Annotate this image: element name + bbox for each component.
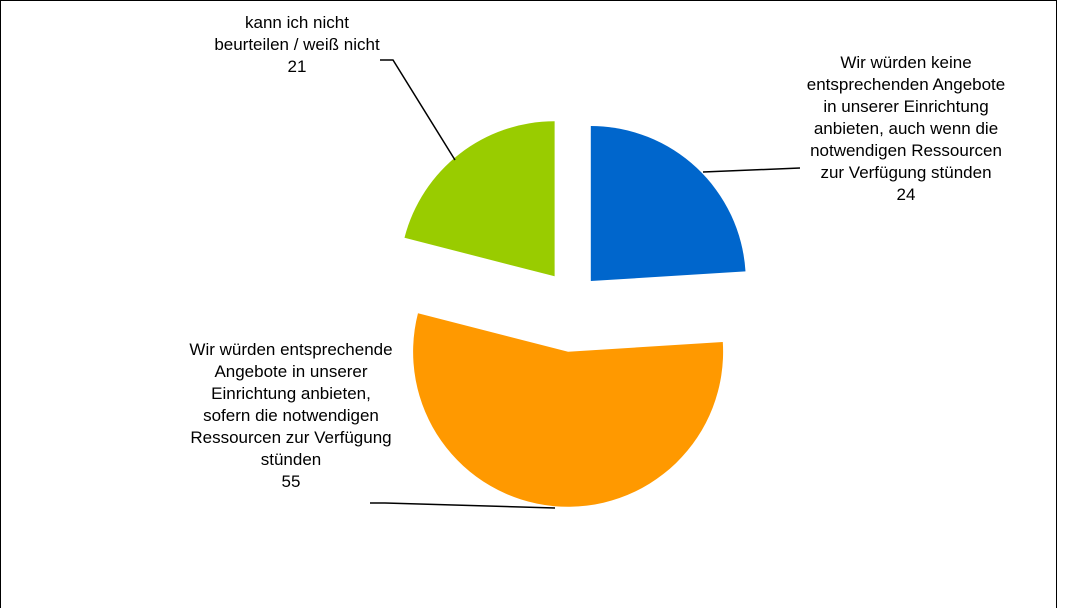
value-label: 55 <box>281 472 301 491</box>
leader-line <box>702 167 801 173</box>
leader-line <box>380 59 456 161</box>
slice-label: kann ich nicht beurteilen / weiß nicht 2… <box>212 12 382 78</box>
category-label: Wir würden entsprechende Angebote in uns… <box>189 340 393 469</box>
value-label: 21 <box>287 57 307 76</box>
slices <box>404 121 746 507</box>
slice-label: Wir würden entsprechende Angebote in uns… <box>186 339 396 493</box>
value-label: 24 <box>896 185 916 204</box>
category-label: Wir würden keine entsprechenden Angebote… <box>806 53 1006 182</box>
category-label: kann ich nicht beurteilen / weiß nicht <box>214 13 380 54</box>
pie-slice <box>404 121 555 277</box>
slice-label: Wir würden keine entsprechenden Angebote… <box>800 52 1012 206</box>
leader-line <box>370 502 556 509</box>
pie-slice <box>413 313 724 507</box>
pie-slice <box>590 126 746 282</box>
